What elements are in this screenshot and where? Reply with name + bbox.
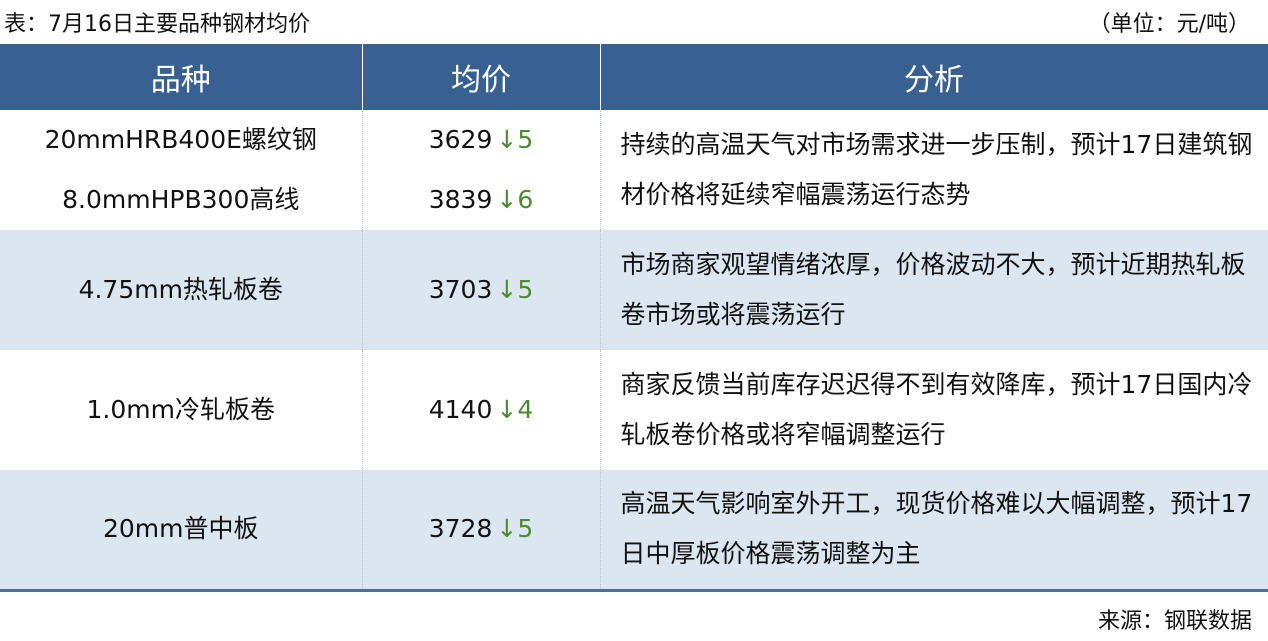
analysis-cell: 商家反馈当前库存迟迟得不到有效降库，预计17日国内冷轧板卷价格或将窄幅调整运行 xyxy=(600,350,1268,470)
header-analysis: 分析 xyxy=(600,44,1268,110)
price-change-down: ↓5 xyxy=(496,125,534,154)
price-change-down: ↓4 xyxy=(496,395,534,424)
price-cell: 4140 ↓4 xyxy=(363,380,600,440)
steel-price-table: 品种 均价 分析 20mmHRB400E螺纹钢 8.0mmHPB300高线 3629… xyxy=(0,44,1268,592)
price-value: 3703 xyxy=(428,275,493,304)
price-cell: 3728 ↓5 xyxy=(363,499,600,559)
table-title: 表：7月16日主要品种钢材均价 xyxy=(4,12,310,37)
source-label: 来源：钢联数据 xyxy=(1097,609,1252,634)
price-value: 3629 xyxy=(428,125,493,154)
variety-name: 8.0mmHPB300高线 xyxy=(62,185,300,214)
table-row: 4.75mm热轧板卷 3703 ↓5 市场商家观望情绪浓厚，价格波动不大，预计近期热轧… xyxy=(0,230,1268,350)
variety-name: 1.0mm冷轧板卷 xyxy=(86,395,275,424)
price-column-cell: 3728 ↓5 xyxy=(362,470,601,590)
price-change-down: ↓5 xyxy=(496,514,534,544)
price-column-cell: 4140 ↓4 xyxy=(362,350,601,470)
price-change-down: ↓6 xyxy=(496,185,534,214)
price-cell: 3839 ↓6 xyxy=(363,170,600,230)
price-column-cell: 3703 ↓5 xyxy=(362,230,601,350)
price-change-down: ↓5 xyxy=(496,275,534,304)
variety-cell: 4.75mm热轧板卷 xyxy=(0,230,363,350)
table-row: 20mm普中板 3728 ↓5 高温天气影响室外开工，现货价格难以大幅调整，预计17日… xyxy=(0,470,1268,590)
unit-label: （单位：元/吨） xyxy=(1088,12,1250,37)
variety-cell: 1.0mm冷轧板卷 xyxy=(0,350,363,470)
price-column-cell: 3629 ↓5 3839 ↓6 xyxy=(362,110,601,230)
price-value: 3839 xyxy=(428,185,493,214)
variety-name: 20mmHRB400E螺纹钢 xyxy=(44,125,317,154)
price-value: 3728 xyxy=(428,514,493,544)
variety-name: 4.75mm热轧板卷 xyxy=(78,275,283,304)
variety-name: 20mm普中板 xyxy=(102,514,259,544)
header-variety: 品种 xyxy=(0,44,363,110)
table-row: 1.0mm冷轧板卷 4140 ↓4 商家反馈当前库存迟迟得不到有效降库，预计17日国内… xyxy=(0,350,1268,470)
price-cell: 3703 ↓5 xyxy=(363,260,600,320)
header-price: 均价 xyxy=(362,44,601,110)
variety-cell: 20mmHRB400E螺纹钢 8.0mmHPB300高线 xyxy=(0,110,363,230)
price-cell: 3629 ↓5 xyxy=(363,110,600,170)
price-value: 4140 xyxy=(428,395,493,424)
table-row: 20mmHRB400E螺纹钢 8.0mmHPB300高线 3629 ↓5 3839 ↓6 持… xyxy=(0,110,1268,230)
variety-cell: 20mm普中板 xyxy=(0,470,363,590)
analysis-cell: 市场商家观望情绪浓厚，价格波动不大，预计近期热轧板卷市场或将震荡运行 xyxy=(600,230,1268,350)
analysis-cell: 高温天气影响室外开工，现货价格难以大幅调整，预计17日中厚板价格震荡调整为主 xyxy=(600,470,1268,590)
analysis-cell: 持续的高温天气对市场需求进一步压制，预计17日建筑钢材价格将延续窄幅震荡运行态势 xyxy=(600,110,1268,230)
